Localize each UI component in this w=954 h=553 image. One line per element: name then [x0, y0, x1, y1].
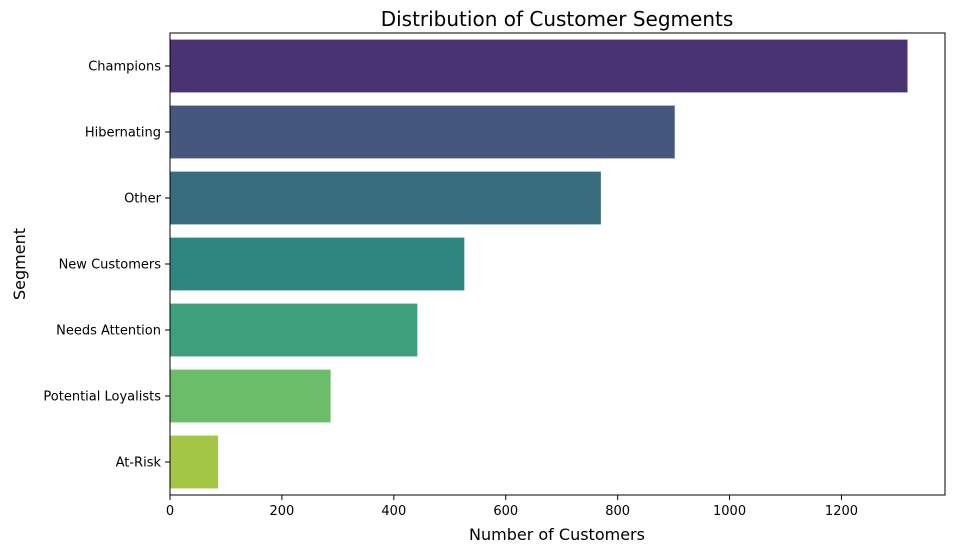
x-tick-label: 600 — [493, 504, 518, 519]
x-tick-label: 0 — [166, 504, 174, 519]
y-tick-label: At-Risk — [116, 456, 162, 471]
y-tick-label: Other — [124, 192, 162, 207]
x-axis-label: Number of Customers — [469, 525, 645, 544]
chart-title: Distribution of Customer Segments — [381, 7, 734, 31]
x-tick-label: 800 — [605, 504, 630, 519]
x-tick-label: 1200 — [825, 504, 858, 519]
x-axis-ticks: 0 200 400 600 800 1000 1200 — [166, 495, 858, 519]
x-tick-label: 200 — [269, 504, 294, 519]
x-tick-label: 1000 — [713, 504, 746, 519]
bar-at-risk — [170, 435, 219, 489]
y-tick-label: Potential Loyalists — [43, 390, 161, 405]
bar-new-customers — [170, 237, 465, 291]
y-tick-label: New Customers — [59, 258, 162, 273]
y-axis-ticks: Champions Hibernating Other New Customers Ne… — [43, 60, 170, 471]
y-tick-label: Needs Attention — [56, 324, 161, 339]
bar-needs-attention — [170, 303, 418, 357]
bar-hibernating — [170, 105, 675, 159]
y-tick-label: Hibernating — [85, 126, 161, 141]
plot-frame — [169, 32, 946, 496]
bar-champions — [170, 39, 908, 93]
bar-other — [170, 171, 601, 225]
bars-group — [170, 39, 908, 489]
bar-potential-loyalists — [170, 369, 331, 423]
y-tick-label: Champions — [88, 60, 161, 75]
x-tick-label: 400 — [381, 504, 406, 519]
y-axis-label: Segment — [10, 228, 29, 300]
